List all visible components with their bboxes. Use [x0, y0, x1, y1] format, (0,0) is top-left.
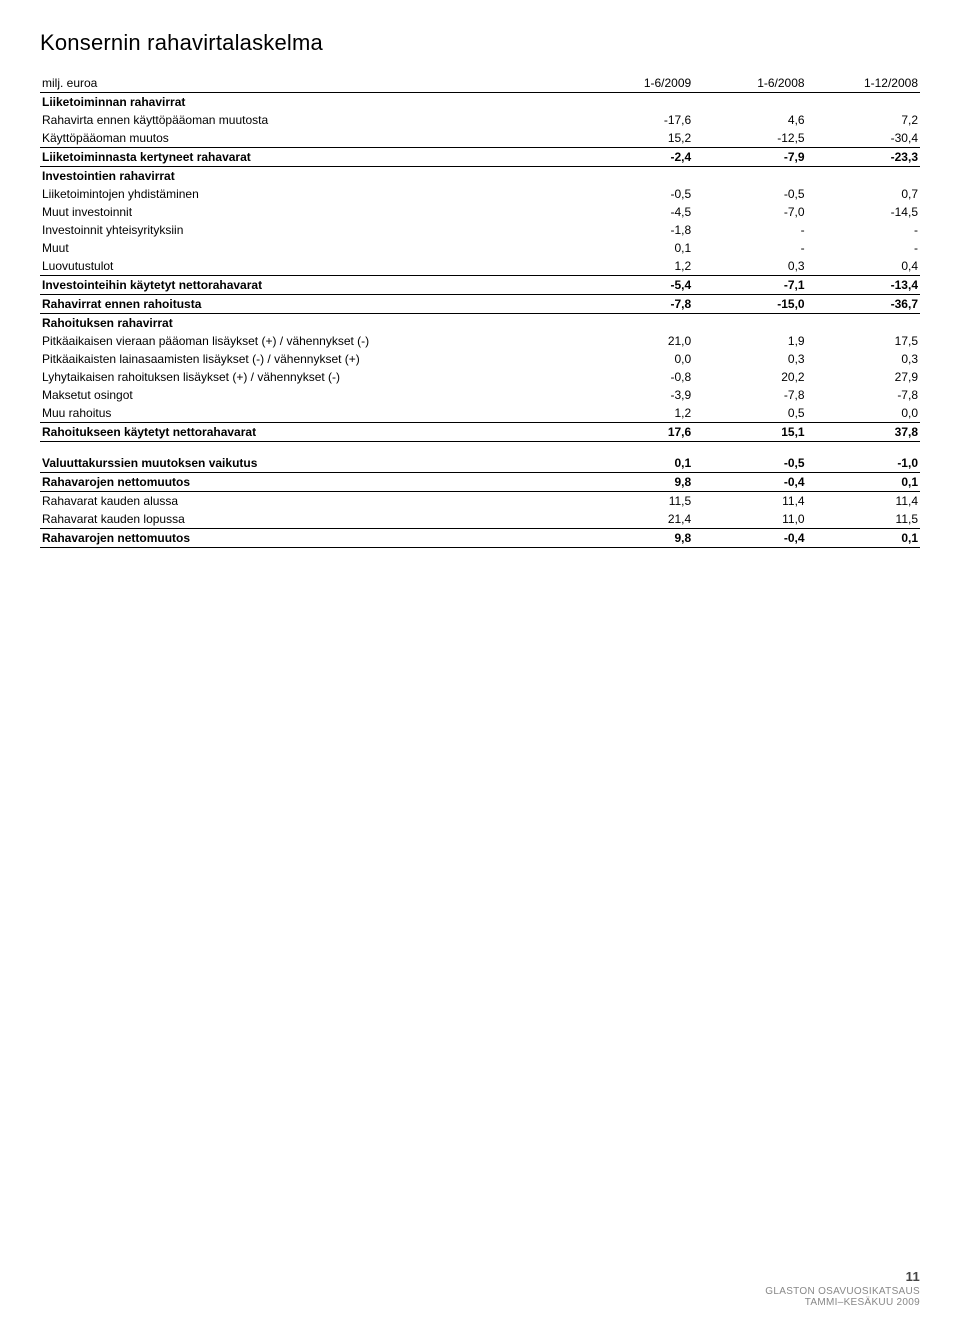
summary-label: Rahavarat kauden alussa [40, 492, 580, 511]
unit-label: milj. euroa [40, 74, 580, 93]
cell: 1,2 [580, 404, 693, 423]
cell: - [807, 239, 920, 257]
cell: -0,5 [580, 185, 693, 203]
cell: -5,4 [580, 276, 693, 295]
cell: - [807, 221, 920, 239]
page-footer: 11 GLASTON OSAVUOSIKATSAUS TAMMI–KESÄKUU… [765, 1269, 920, 1308]
cell: -17,6 [580, 111, 693, 129]
row-label: Investoinnit yhteisyrityksiin [40, 221, 580, 239]
cell: 0,1 [807, 473, 920, 492]
cell: -13,4 [807, 276, 920, 295]
cell: -4,5 [580, 203, 693, 221]
cell: 0,4 [807, 257, 920, 276]
cell: 0,3 [807, 350, 920, 368]
cell: 0,0 [580, 350, 693, 368]
row-label: Lyhytaikaisen rahoituksen lisäykset (+) … [40, 368, 580, 386]
cell: 4,6 [693, 111, 806, 129]
cell: 9,8 [580, 529, 693, 548]
cell: 21,4 [580, 510, 693, 529]
section-header: Liiketoiminnan rahavirrat [40, 93, 580, 112]
cell: 11,5 [807, 510, 920, 529]
cell: 15,2 [580, 129, 693, 148]
cell: -36,7 [807, 295, 920, 314]
cell: 9,8 [580, 473, 693, 492]
summary-label: Valuuttakurssien muutoksen vaikutus [40, 454, 580, 473]
cell: 1,9 [693, 332, 806, 350]
cell: -0,4 [693, 473, 806, 492]
cell: 0,7 [807, 185, 920, 203]
row-label: Pitkäaikaisen vieraan pääoman lisäykset … [40, 332, 580, 350]
summary-label: Rahavarat kauden lopussa [40, 510, 580, 529]
row-label: Maksetut osingot [40, 386, 580, 404]
cell: -7,8 [693, 386, 806, 404]
cell: -7,8 [580, 295, 693, 314]
page-number: 11 [765, 1269, 920, 1284]
cell: 0,1 [807, 529, 920, 548]
cell: 0,3 [693, 350, 806, 368]
cell: -15,0 [693, 295, 806, 314]
cell: 20,2 [693, 368, 806, 386]
cell: -1,8 [580, 221, 693, 239]
cell: -1,0 [807, 454, 920, 473]
cell: 11,4 [693, 492, 806, 511]
cell: 11,5 [580, 492, 693, 511]
col-header-0: 1-6/2009 [580, 74, 693, 93]
cell: -12,5 [693, 129, 806, 148]
section-total-label: Rahoitukseen käytetyt nettorahavarat [40, 423, 580, 442]
cell: -30,4 [807, 129, 920, 148]
pretotal-label: Rahavirrat ennen rahoitusta [40, 295, 580, 314]
cell: -7,9 [693, 148, 806, 167]
cell: -7,8 [807, 386, 920, 404]
cell: 1,2 [580, 257, 693, 276]
cell: 15,1 [693, 423, 806, 442]
cell: 11,4 [807, 492, 920, 511]
row-label: Liiketoimintojen yhdistäminen [40, 185, 580, 203]
cell: -7,0 [693, 203, 806, 221]
cell: -23,3 [807, 148, 920, 167]
row-label: Pitkäaikaisten lainasaamisten lisäykset … [40, 350, 580, 368]
footer-line-2: TAMMI–KESÄKUU 2009 [805, 1297, 920, 1308]
section-total-label: Investointeihin käytetyt nettorahavarat [40, 276, 580, 295]
cell: 27,9 [807, 368, 920, 386]
section-header: Rahoituksen rahavirrat [40, 314, 580, 333]
cell: -2,4 [580, 148, 693, 167]
cell: 0,5 [693, 404, 806, 423]
footer-line-1: GLASTON OSAVUOSIKATSAUS [765, 1286, 920, 1297]
col-header-1: 1-6/2008 [693, 74, 806, 93]
cell: -0,4 [693, 529, 806, 548]
section-total-label: Liiketoiminnasta kertyneet rahavarat [40, 148, 580, 167]
cell: 0,1 [580, 454, 693, 473]
cell: 21,0 [580, 332, 693, 350]
row-label: Rahavirta ennen käyttöpääoman muutosta [40, 111, 580, 129]
cell: 0,3 [693, 257, 806, 276]
row-label: Käyttöpääoman muutos [40, 129, 580, 148]
section-header: Investointien rahavirrat [40, 167, 580, 186]
row-label: Muut investoinnit [40, 203, 580, 221]
row-label: Luovutustulot [40, 257, 580, 276]
cell: 11,0 [693, 510, 806, 529]
cell: -0,5 [693, 185, 806, 203]
row-label: Muut [40, 239, 580, 257]
summary-label: Rahavarojen nettomuutos [40, 473, 580, 492]
cell: -14,5 [807, 203, 920, 221]
cell: -3,9 [580, 386, 693, 404]
cell: - [693, 239, 806, 257]
cell: 0,0 [807, 404, 920, 423]
row-label: Muu rahoitus [40, 404, 580, 423]
cell: -7,1 [693, 276, 806, 295]
cashflow-table: milj. euroa 1-6/2009 1-6/2008 1-12/2008 … [40, 74, 920, 548]
cell: 37,8 [807, 423, 920, 442]
col-header-2: 1-12/2008 [807, 74, 920, 93]
cell: -0,8 [580, 368, 693, 386]
cell: 7,2 [807, 111, 920, 129]
cell: - [693, 221, 806, 239]
cell: -0,5 [693, 454, 806, 473]
page-title: Konsernin rahavirtalaskelma [40, 30, 920, 56]
cell: 17,6 [580, 423, 693, 442]
summary-label: Rahavarojen nettomuutos [40, 529, 580, 548]
cell: 0,1 [580, 239, 693, 257]
cell: 17,5 [807, 332, 920, 350]
